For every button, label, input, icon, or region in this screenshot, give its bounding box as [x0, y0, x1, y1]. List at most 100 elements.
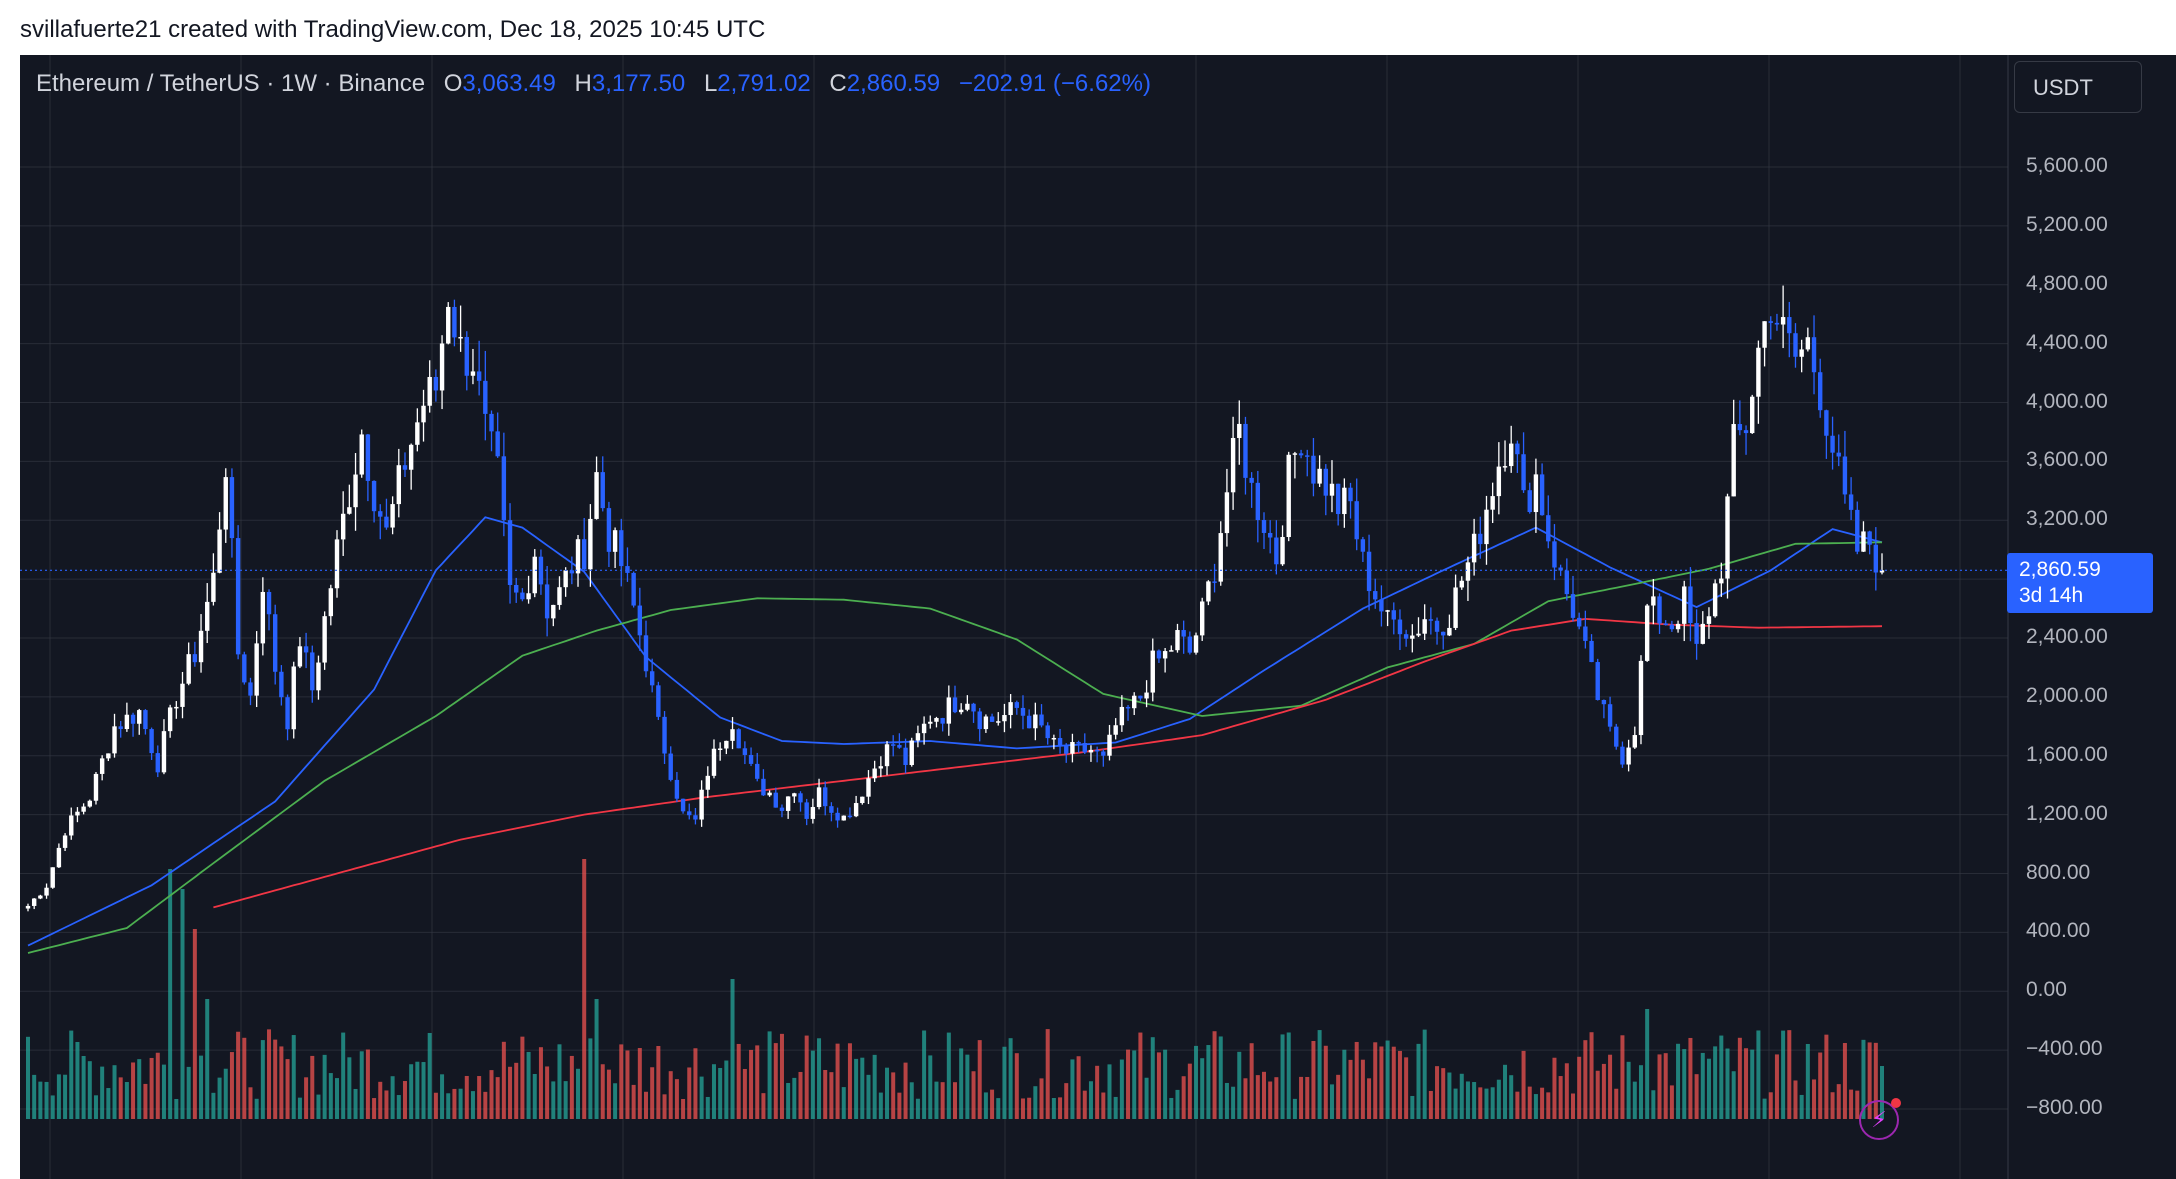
candle-body	[1484, 509, 1489, 545]
candle-body	[137, 710, 142, 724]
candle-body	[285, 697, 290, 730]
volume-bar	[1194, 1045, 1199, 1119]
volume-bar	[644, 1091, 648, 1119]
currency-selector[interactable]: USDT	[2014, 61, 2142, 113]
candle-body	[495, 431, 500, 457]
volume-bar	[1045, 1029, 1050, 1119]
volume-bar	[1027, 1097, 1032, 1119]
volume-bar	[847, 1043, 852, 1119]
candle-body	[742, 748, 748, 755]
candle-body	[829, 806, 834, 813]
candle-body	[1552, 541, 1557, 568]
volume-bar	[576, 1068, 581, 1119]
volume-bar	[804, 1035, 809, 1119]
price-chart[interactable]	[20, 55, 2176, 1179]
candle-body	[878, 766, 884, 769]
volume-bar	[1645, 1009, 1650, 1119]
candle-body	[612, 530, 618, 552]
volume-bar	[563, 1081, 568, 1119]
volume-bar	[860, 1057, 865, 1119]
lightning-bolt-icon[interactable]: ⚡	[1859, 1098, 1901, 1140]
candle-body	[1076, 742, 1081, 744]
candle-body	[1496, 466, 1502, 497]
candle-body	[934, 718, 939, 722]
volume-bar	[149, 1057, 154, 1119]
volume-bar	[699, 1076, 704, 1119]
volume-bar	[81, 1056, 86, 1119]
volume-bar	[1082, 1090, 1087, 1119]
volume-bar	[402, 1081, 407, 1119]
volume-bar	[600, 1064, 605, 1119]
candle-body	[724, 740, 729, 749]
candle-body	[1632, 735, 1637, 748]
candle-body	[310, 652, 315, 691]
chart-panel[interactable]: Ethereum / TetherUS · 1W · Binance O3,06…	[20, 55, 2176, 1179]
candle-body	[1651, 596, 1656, 606]
volume-bar	[1373, 1042, 1378, 1119]
volume-bar	[792, 1077, 797, 1119]
candle-body	[1064, 745, 1069, 754]
moving-average-blue	[27, 516, 1883, 947]
volume-bar	[1638, 1065, 1643, 1119]
volume-bar	[1521, 1050, 1526, 1119]
volume-bar	[1731, 1071, 1736, 1119]
price-axis-label: 5,600.00	[2026, 154, 2108, 177]
candle-body	[1051, 737, 1057, 740]
volume-bar	[32, 1074, 37, 1119]
candle-body	[1570, 594, 1576, 618]
volume-bar	[1002, 1046, 1007, 1119]
volume-bar	[273, 1039, 278, 1119]
candle-body	[606, 508, 612, 552]
candle-body	[118, 726, 123, 730]
change-value: −202.91 (−6.62%)	[958, 70, 1151, 97]
candle-body	[891, 744, 896, 746]
candle-body	[415, 422, 420, 445]
volume-bar	[1397, 1050, 1402, 1119]
candle-body	[1694, 623, 1699, 644]
candle-body	[674, 779, 680, 799]
candle-body	[1094, 749, 1100, 752]
candle-body	[359, 434, 364, 475]
volume-bar	[1793, 1080, 1798, 1119]
candle-body	[1274, 537, 1279, 565]
close-label: C	[829, 70, 847, 97]
volume-bar	[1725, 1048, 1730, 1119]
candle-body	[334, 539, 340, 589]
attribution-bar: svillafuerte21 created with TradingView.…	[0, 0, 2176, 56]
low-value: 2,791.02	[717, 70, 811, 97]
candle-body	[1521, 454, 1526, 491]
candle-body	[977, 711, 982, 730]
volume-bar	[693, 1048, 698, 1119]
volume-bar	[236, 1031, 241, 1119]
candle-body	[1830, 435, 1835, 453]
candle-body	[384, 516, 389, 528]
volume-bar	[1744, 1048, 1749, 1119]
volume-bar	[1836, 1084, 1841, 1119]
candle-body	[408, 444, 414, 470]
candle-body	[130, 714, 136, 724]
ohlc-legend: Ethereum / TetherUS · 1W · Binance O3,06…	[36, 70, 1151, 98]
volume-bar	[390, 1076, 395, 1119]
volume-bar	[1150, 1037, 1155, 1119]
candle-body	[260, 591, 266, 644]
symbol-name[interactable]: Ethereum / TetherUS · 1W · Binance	[36, 70, 426, 97]
volume-bar	[1750, 1049, 1755, 1119]
candle-body	[297, 646, 303, 667]
candle-body	[557, 587, 562, 605]
candle-body	[223, 477, 228, 530]
volume-bar	[588, 1038, 593, 1119]
candle-body	[1861, 531, 1866, 552]
candle-body	[1539, 474, 1545, 516]
candle-body	[167, 707, 173, 732]
volume-bar	[1051, 1098, 1056, 1119]
volume-bar	[1126, 1049, 1131, 1119]
volume-bar	[335, 1078, 339, 1119]
volume-bar	[1688, 1037, 1693, 1119]
candle-body	[1836, 452, 1841, 457]
candle-body	[1515, 443, 1520, 455]
candle-body	[1509, 443, 1514, 467]
volume-bar	[637, 1048, 642, 1119]
candle-body	[1533, 474, 1539, 513]
volume-bar	[1262, 1071, 1266, 1119]
candle-body	[1385, 610, 1390, 612]
